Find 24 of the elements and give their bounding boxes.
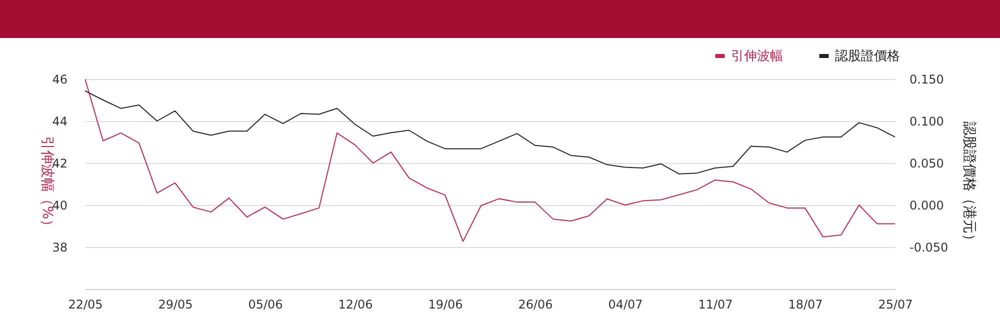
x-tick-label: 12/06 [338,298,373,312]
y2-tick-label: -0.050 [910,240,948,254]
line-series [85,79,895,242]
x-tick-label: 18/07 [788,298,823,312]
x-tick-label: 25/07 [878,298,913,312]
x-tick-label: 11/07 [698,298,733,312]
line-series [85,90,895,174]
y2-tick-label: 0.150 [910,72,944,86]
legend-label: 認股證價格 [835,49,900,64]
y-tick-label: 42 [52,156,68,170]
y-tick-label: 38 [52,240,68,254]
x-tick-label: 19/06 [428,298,463,312]
y2-tick-label: 0.050 [910,156,944,170]
legend-label: 引伸波幅 [731,49,783,64]
y2-tick-label: 0.100 [910,114,944,128]
y-tick-label: 44 [52,114,68,128]
y-tick-label: 46 [52,72,68,86]
y2-axis-title: 認股證價格（港元） [961,122,978,248]
x-tick-label: 05/06 [248,298,283,312]
y2-tick-label: 0.000 [910,198,944,212]
x-tick-label: 29/05 [158,298,193,312]
x-tick-label: 26/06 [518,298,553,312]
x-tick-label: 04/07 [608,298,643,312]
x-tick-label: 22/05 [68,298,103,312]
